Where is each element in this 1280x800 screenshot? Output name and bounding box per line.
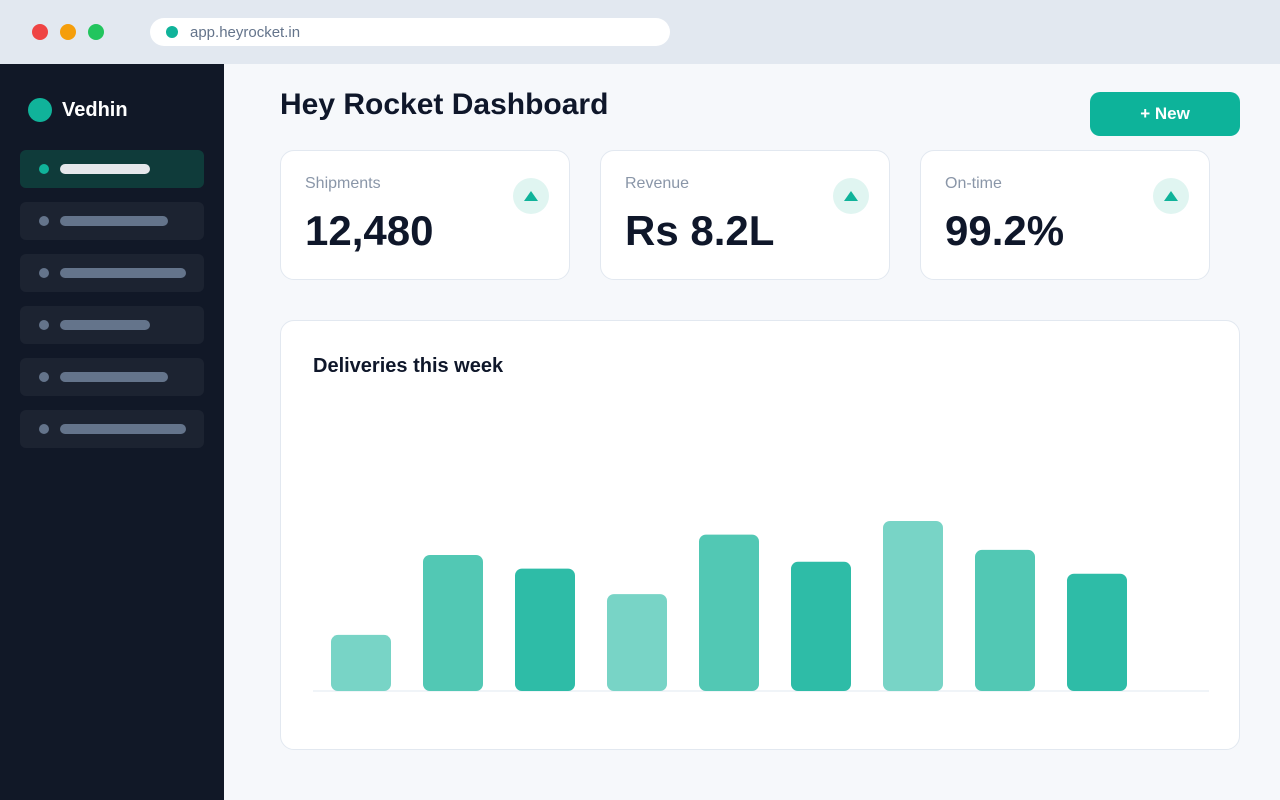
- nav-bullet-icon: [39, 164, 49, 174]
- stat-card-revenue: Revenue Rs 8.2L: [600, 150, 890, 280]
- close-window-button[interactable]: [32, 24, 48, 40]
- chart-bar-7[interactable]: [883, 521, 943, 691]
- nav-bullet-icon: [39, 216, 49, 226]
- chart-bar-5[interactable]: [699, 534, 759, 691]
- stat-label: Revenue: [625, 175, 690, 192]
- secure-indicator-icon: [166, 26, 178, 38]
- nav-bullet-icon: [39, 268, 49, 278]
- sidebar-item-2[interactable]: [20, 202, 204, 240]
- chart-bar-8[interactable]: [975, 549, 1035, 691]
- stat-card-on-time: On-time 99.2%: [920, 150, 1210, 280]
- brand-logo-icon: [28, 98, 52, 122]
- chart-title: Deliveries this week: [313, 355, 504, 377]
- stat-value: 99.2%: [945, 207, 1065, 254]
- stat-value: 12,480: [305, 207, 434, 254]
- sidebar-item-4[interactable]: [20, 306, 204, 344]
- sidebar-item-label-placeholder: [60, 424, 186, 434]
- chart-bar-1[interactable]: [331, 634, 391, 691]
- chart-bar-9[interactable]: [1067, 573, 1127, 691]
- sidebar: Vedhin: [0, 64, 224, 800]
- sidebar-item-6[interactable]: [20, 410, 204, 448]
- stat-label: On-time: [945, 175, 1002, 192]
- brand[interactable]: Vedhin: [28, 98, 128, 122]
- brand-name: Vedhin: [62, 98, 128, 121]
- minimize-window-button[interactable]: [60, 24, 76, 40]
- sidebar-item-label-placeholder: [60, 372, 168, 382]
- address-bar[interactable]: app.heyrocket.in: [150, 18, 670, 46]
- sidebar-item-5[interactable]: [20, 358, 204, 396]
- page-title: Hey Rocket Dashboard: [280, 88, 609, 121]
- chart-bar-3[interactable]: [515, 568, 575, 691]
- stat-value: Rs 8.2L: [625, 207, 775, 254]
- chart-bar-6[interactable]: [791, 561, 851, 691]
- nav-bullet-icon: [39, 424, 49, 434]
- sidebar-item-label-placeholder: [60, 268, 186, 278]
- url-text: app.heyrocket.in: [190, 23, 301, 41]
- browser-toolbar: app.heyrocket.in: [0, 0, 1280, 64]
- new-button[interactable]: + New: [1090, 92, 1240, 136]
- deliveries-chart-card: Deliveries this week: [280, 320, 1240, 750]
- sidebar-item-label-placeholder: [60, 216, 168, 226]
- trend-up-icon: [513, 178, 549, 214]
- sidebar-item-label-placeholder: [60, 164, 150, 174]
- sidebar-item-3[interactable]: [20, 254, 204, 292]
- chart-bar-4[interactable]: [607, 594, 667, 691]
- nav-bullet-icon: [39, 320, 49, 330]
- sidebar-nav: [20, 150, 204, 462]
- chart-bar-2[interactable]: [423, 555, 483, 691]
- sidebar-item-label-placeholder: [60, 320, 150, 330]
- deliveries-bar-chart: [313, 521, 1209, 692]
- nav-bullet-icon: [39, 372, 49, 382]
- sidebar-item-1[interactable]: [20, 150, 204, 188]
- stat-card-shipments: Shipments 12,480: [280, 150, 570, 280]
- stat-label: Shipments: [305, 175, 381, 192]
- trend-up-icon: [833, 178, 869, 214]
- maximize-window-button[interactable]: [88, 24, 104, 40]
- trend-up-icon: [1153, 178, 1189, 214]
